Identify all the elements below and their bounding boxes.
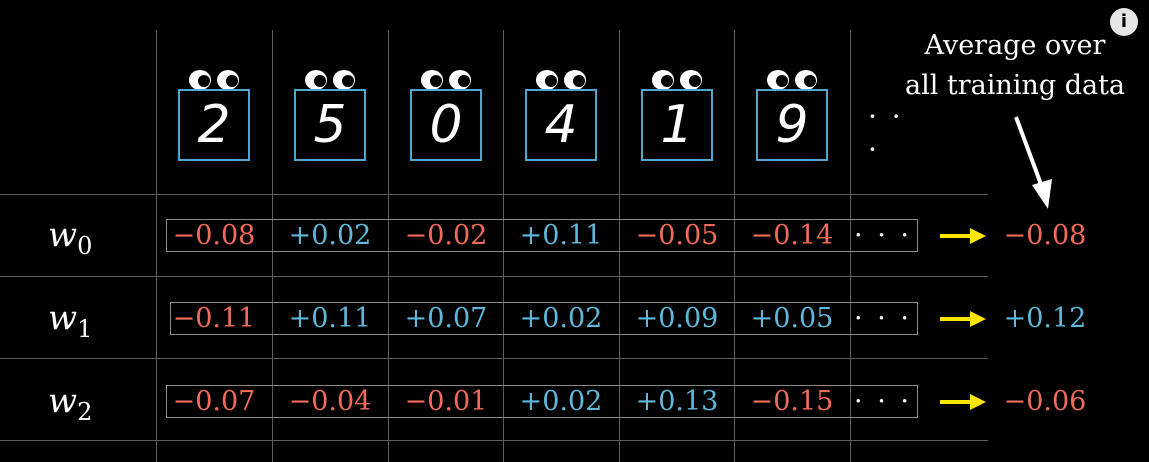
googly-eyes-icon (523, 68, 599, 92)
grid-line-horizontal (0, 440, 988, 441)
googly-eyes-icon (176, 68, 252, 92)
nudge-value: −0.07 (172, 386, 256, 417)
row-ellipsis: · · · (854, 303, 912, 334)
average-label: Average over all training data (880, 26, 1149, 106)
nudge-value: −0.14 (750, 220, 834, 251)
nudge-row-box (170, 302, 918, 335)
digit-image: 5 (294, 89, 366, 161)
arrow-down-icon (1014, 116, 1052, 209)
nudge-value: −0.04 (288, 386, 372, 417)
grid-line-vertical (619, 30, 620, 462)
average-label-line2: all training data (904, 70, 1126, 101)
digit-card: 1 (637, 68, 717, 168)
grid-line-horizontal (0, 194, 988, 195)
weight-subscript: 1 (77, 315, 93, 343)
digit-image: 1 (641, 89, 713, 161)
nudge-row-box (166, 219, 918, 252)
nudge-value: −0.11 (172, 303, 256, 334)
weight-subscript: 2 (77, 398, 93, 426)
nudge-value: +0.11 (519, 220, 603, 251)
weight-label: w2 (48, 381, 92, 432)
digit-card: 0 (406, 68, 486, 168)
info-icon[interactable]: i (1110, 8, 1138, 36)
nudge-value: +0.02 (288, 220, 372, 251)
weight-label: w0 (48, 215, 92, 266)
nudge-row-box (166, 385, 918, 418)
average-value: −0.08 (1003, 220, 1087, 251)
arrow-right-icon (940, 394, 986, 410)
grid-line-vertical (388, 30, 389, 462)
grid-line-vertical (734, 30, 735, 462)
row-ellipsis: · · · (854, 386, 912, 417)
digit-card: 9 (752, 68, 832, 168)
row-ellipsis: · · · (854, 220, 912, 251)
digit-image: 0 (410, 89, 482, 161)
digit-card: 2 (174, 68, 254, 168)
grid-line-horizontal (0, 276, 988, 277)
nudge-value: −0.08 (172, 220, 256, 251)
nudge-value: +0.02 (519, 303, 603, 334)
weight-symbol: w (48, 215, 78, 255)
nudge-value: −0.05 (635, 220, 719, 251)
grid-line-horizontal (0, 358, 988, 359)
nudge-value: +0.05 (750, 303, 834, 334)
nudge-value: +0.09 (635, 303, 719, 334)
nudge-value: +0.13 (635, 386, 719, 417)
grid-line-vertical (156, 30, 157, 462)
googly-eyes-icon (639, 68, 715, 92)
grid-line-vertical (272, 30, 273, 462)
weight-symbol: w (48, 298, 78, 338)
nudge-value: +0.11 (288, 303, 372, 334)
digit-label: 2 (197, 95, 231, 155)
nudge-value: −0.15 (750, 386, 834, 417)
header-ellipsis: · · · (868, 100, 904, 166)
nudge-value: +0.07 (404, 303, 488, 334)
weight-label: w1 (48, 298, 92, 349)
grid-line-vertical (503, 30, 504, 462)
digit-image: 2 (178, 89, 250, 161)
grid-line-vertical (850, 30, 851, 462)
digit-card: 5 (290, 68, 370, 168)
digit-label: 0 (429, 95, 463, 155)
digit-card: 4 (521, 68, 601, 168)
arrow-right-icon (940, 228, 986, 244)
digit-label: 4 (544, 95, 578, 155)
weight-symbol: w (48, 381, 78, 421)
digit-label: 9 (775, 95, 809, 155)
nudge-value: −0.02 (404, 220, 488, 251)
digit-image: 9 (756, 89, 828, 161)
average-label-line1: Average over (924, 30, 1106, 61)
nudge-value: +0.02 (519, 386, 603, 417)
digit-image: 4 (525, 89, 597, 161)
googly-eyes-icon (292, 68, 368, 92)
average-value: +0.12 (1003, 303, 1087, 334)
googly-eyes-icon (408, 68, 484, 92)
googly-eyes-icon (754, 68, 830, 92)
nudge-value: −0.01 (404, 386, 488, 417)
average-value: −0.06 (1003, 386, 1087, 417)
digit-label: 5 (313, 95, 347, 155)
weight-subscript: 0 (77, 232, 93, 260)
arrow-right-icon (940, 311, 986, 327)
digit-label: 1 (660, 95, 694, 155)
